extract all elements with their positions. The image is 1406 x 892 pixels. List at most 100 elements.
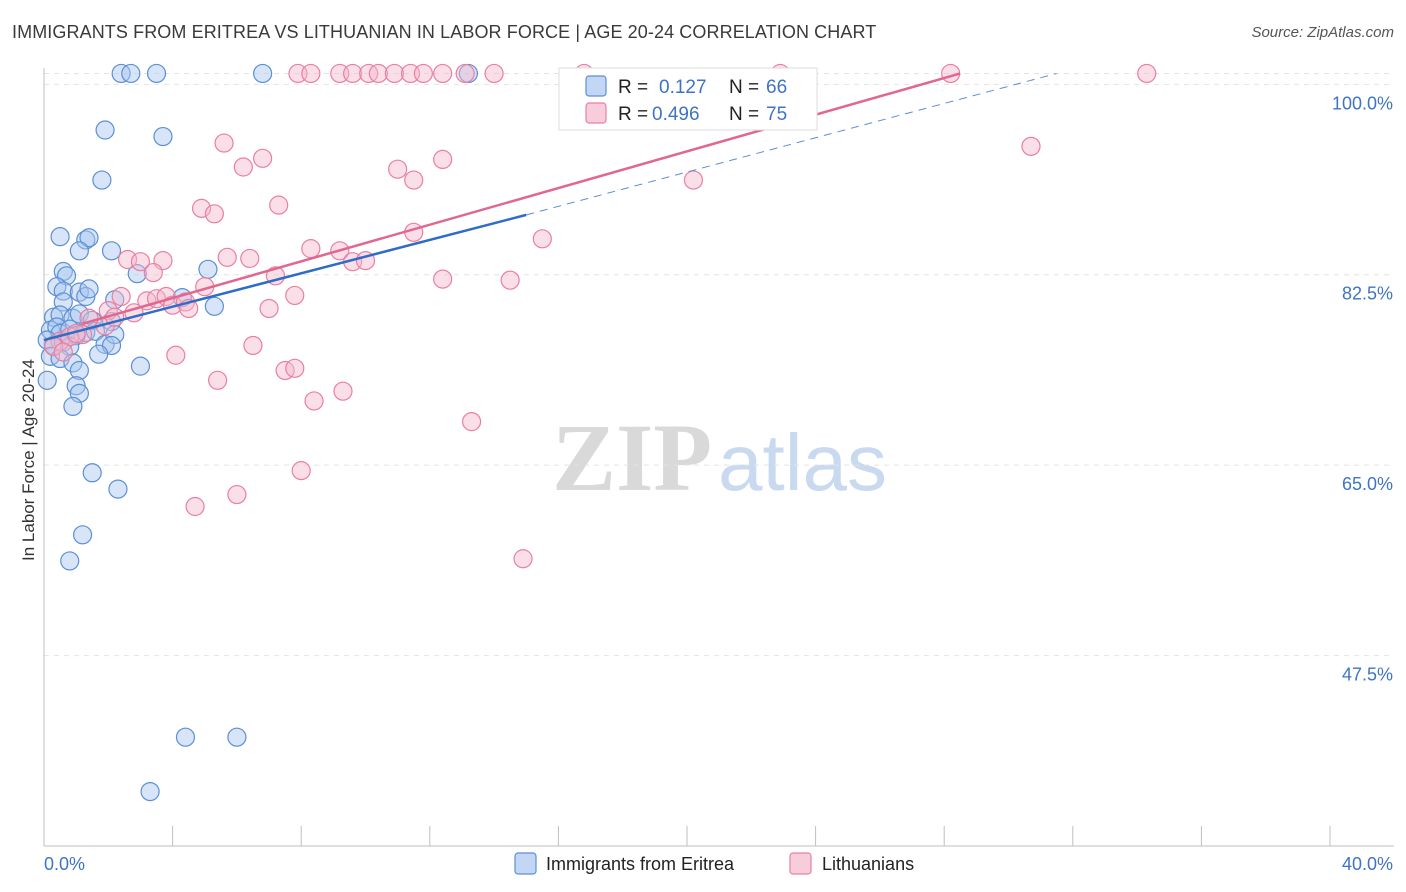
data-point (259, 298, 279, 319)
data-point (143, 262, 163, 283)
data-point (404, 170, 424, 190)
series-name-lithuanians: Lithuanians (822, 854, 914, 874)
data-point (72, 525, 93, 545)
data-point (204, 296, 224, 316)
data-point (301, 63, 321, 84)
data-point (82, 463, 102, 483)
data-point (127, 264, 147, 284)
data-point (1021, 136, 1041, 156)
data-point (433, 269, 453, 289)
data-point (433, 63, 453, 84)
data-point (185, 496, 205, 517)
data-point (253, 148, 273, 168)
data-point (101, 241, 122, 261)
x-tick-label: 40.0% (1342, 854, 1393, 874)
legend-swatch-eritrea (585, 75, 607, 97)
data-point (240, 248, 260, 269)
y-tick-labels: 100.0% 82.5% 65.0% 47.5% (1332, 93, 1393, 684)
watermark-atlas: atlas (718, 418, 887, 507)
legend-n-label: N = (729, 77, 759, 98)
data-point (413, 63, 433, 84)
data-point (285, 358, 305, 378)
y-tick-label: 100.0% (1332, 93, 1393, 113)
data-point (433, 149, 453, 170)
data-point (175, 727, 196, 747)
data-point (111, 63, 131, 84)
data-point (227, 727, 247, 747)
legend-swatch-lithuanians (585, 102, 607, 124)
data-point (69, 241, 89, 261)
watermark-zip: ZIP (552, 404, 712, 511)
x-tick-label: 0.0% (44, 854, 85, 874)
data-point (63, 353, 83, 373)
data-point (343, 63, 363, 84)
data-point (130, 356, 151, 376)
data-point (1137, 63, 1157, 84)
legend: R = 0.127 N = 66 R = 0.496 N = 75 (558, 67, 818, 131)
data-point (291, 461, 311, 481)
data-point (359, 63, 379, 84)
legend-r-value: 0.496 (652, 104, 700, 125)
data-point (53, 281, 73, 301)
data-point (204, 204, 224, 224)
data-point (79, 228, 99, 248)
trend-line-eritrea-extension (526, 72, 1057, 216)
data-point (304, 391, 324, 411)
data-point (76, 230, 96, 250)
series-swatch-eritrea (514, 852, 537, 875)
data-point (166, 345, 186, 365)
y-tick-label: 47.5% (1342, 665, 1393, 685)
source-label: Source: ZipAtlas.com (1251, 24, 1394, 41)
data-point (108, 479, 128, 499)
data-point (56, 266, 77, 286)
data-point (368, 63, 388, 84)
legend-r-label: R = (618, 104, 648, 125)
x-tick-labels: 0.0% 40.0% (44, 854, 1393, 874)
data-point (285, 285, 305, 306)
data-point (153, 126, 173, 147)
data-point (60, 551, 80, 571)
y-tick-label: 65.0% (1342, 474, 1393, 494)
y-axis-label: In Labor Force | Age 20-24 (19, 359, 38, 561)
data-point (79, 279, 99, 299)
data-point (214, 133, 234, 153)
data-point (532, 229, 552, 249)
data-point (461, 412, 482, 432)
data-point (50, 227, 70, 247)
data-point (37, 370, 57, 390)
y-tick-label: 82.5% (1342, 284, 1393, 304)
data-point (333, 381, 353, 401)
data-point (89, 344, 109, 364)
legend-r-value: 0.127 (659, 77, 707, 98)
data-point (384, 63, 405, 84)
data-point (121, 63, 141, 84)
axes (43, 68, 1394, 847)
trend-line-eritrea (43, 213, 527, 342)
data-point (301, 239, 321, 259)
data-point (484, 63, 504, 84)
data-point (140, 781, 160, 802)
series-swatch-lithuanians (789, 852, 812, 875)
data-point (53, 342, 73, 362)
legend-n-value: 75 (766, 104, 787, 125)
data-point (92, 170, 112, 190)
data-point (198, 259, 218, 279)
data-point (455, 63, 475, 84)
data-point (500, 270, 520, 290)
data-point (95, 120, 115, 140)
data-point (63, 396, 83, 417)
data-point (388, 159, 408, 179)
data-point (111, 286, 131, 307)
legend-n-value: 66 (766, 77, 787, 98)
series-name-eritrea: Immigrants from Eritrea (546, 854, 735, 874)
data-point (269, 195, 289, 215)
data-point (683, 170, 704, 190)
data-point (208, 370, 228, 390)
legend-r-label: R = (618, 77, 648, 98)
data-point (79, 308, 99, 328)
trend-line-lithuanians (82, 72, 961, 325)
data-point (130, 252, 151, 272)
data-point (253, 63, 273, 84)
data-point (513, 549, 533, 569)
